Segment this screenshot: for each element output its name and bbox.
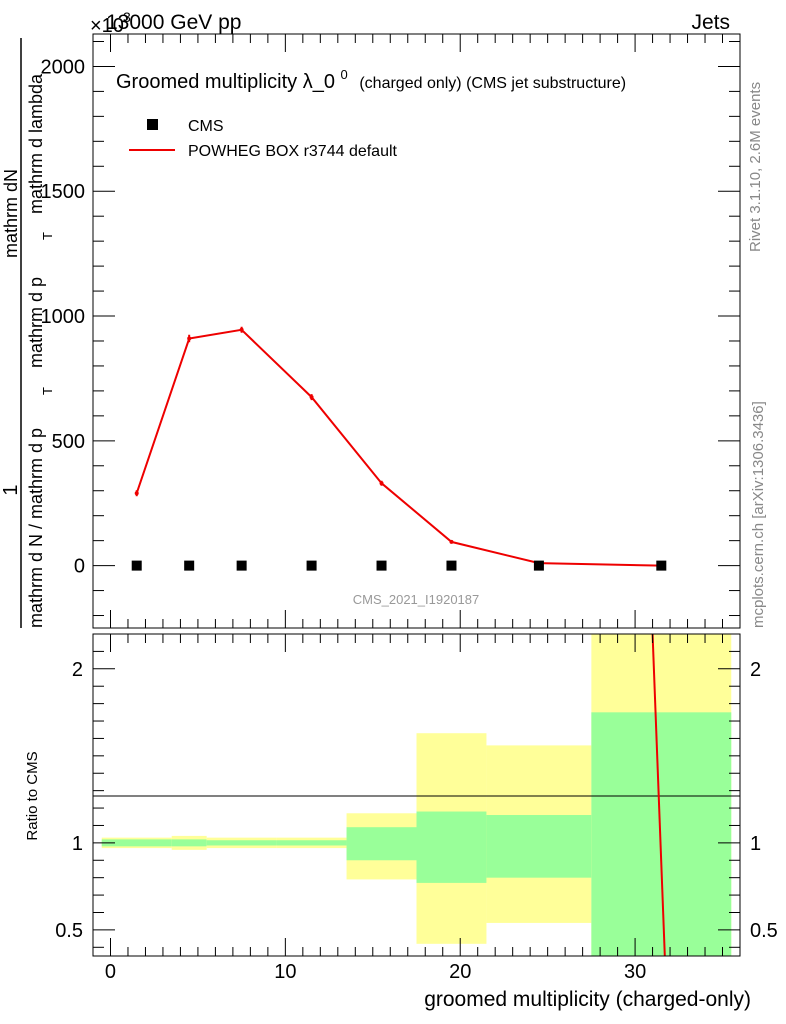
ylabel-numerator: 1 <box>0 484 22 495</box>
chart-title-suffix: (charged only) (CMS jet substructure) <box>359 75 626 92</box>
cms-data-point <box>306 560 317 571</box>
header-exponent-power: 3 <box>123 9 131 25</box>
ratio-panel: 0.5 0.51 12 20 10 20 30 <box>55 633 778 983</box>
ratio-ytick-label: 0.5 <box>55 920 83 942</box>
chart-title-symbol: λ_0 <box>303 71 335 93</box>
legend-cms-label: CMS <box>188 118 224 135</box>
ratio-band-1sigma <box>276 840 347 846</box>
ylabel-denominator: mathrm d N / mathrm d p <box>26 428 46 628</box>
main-panel-axes: 0 500 1000 1500 2000 <box>41 34 740 628</box>
ratio-band-1sigma <box>171 839 207 847</box>
ylabel-inner-denominator: mathrm d p <box>26 277 46 368</box>
powheg-point <box>309 395 314 400</box>
legend-cms-marker <box>147 119 158 130</box>
ratio-ytick-label: 1 <box>72 833 83 855</box>
x-axis-label: groomed multiplicity (charged-only) <box>424 988 751 1011</box>
ratio-panel-frame <box>92 633 741 957</box>
cms-data-point <box>131 560 142 571</box>
header-exponent: ×10 <box>90 15 124 37</box>
main-ytick-label: 1000 <box>41 306 86 328</box>
ratio-band-1sigma <box>486 815 592 878</box>
ratio-band-1sigma <box>346 827 417 861</box>
ratio-ytick-label-right: 2 <box>750 659 761 681</box>
powheg-point <box>449 539 454 544</box>
main-y-label: 1 mathrm d N / mathrm d p T mathrm dN ma… <box>0 38 55 628</box>
powheg-point <box>379 481 384 486</box>
ratio-bands <box>101 634 732 956</box>
ratio-band-1sigma <box>206 840 277 846</box>
cms-data-point <box>376 560 387 571</box>
main-panel-frame <box>92 33 741 629</box>
analysis-watermark: CMS_2021_I1920187 <box>353 592 480 607</box>
x-tick-label: 0 <box>105 961 116 983</box>
ratio-panel-axes: 0.5 0.51 12 20 10 20 30 <box>55 634 778 983</box>
cms-data-point <box>236 560 247 571</box>
main-ytick-label: 1500 <box>41 181 86 203</box>
ylabel-inner-numerator: mathrm dN <box>1 169 21 258</box>
powheg-ratio-line <box>651 633 666 957</box>
main-ytick-label: 0 <box>74 556 85 578</box>
header-left: 13000 GeV pp <box>106 11 241 34</box>
ratio-ytick-label: 2 <box>72 659 83 681</box>
rivet-version-label: Rivet 3.1.10, 2.6M events <box>747 82 764 252</box>
chart-title: Groomed multiplicity λ_0 0 (charged only… <box>116 62 626 93</box>
ratio-band-1sigma <box>101 839 172 847</box>
ylabel-tail: mathrm d lambda <box>26 73 46 214</box>
mcplots-label: mcplots.cern.ch [arXiv:1306.3436] <box>750 401 767 628</box>
main-panel: 0 500 1000 1500 2000 Groomed multiplicity λ_… <box>41 33 741 629</box>
ratio-ytick-label-right: 0.5 <box>750 920 778 942</box>
ratio-ytick-label-right: 1 <box>750 833 761 855</box>
ratio-marks <box>651 633 666 957</box>
main-ytick-label: 500 <box>52 431 85 453</box>
ylabel-inner-sub: T <box>40 232 55 240</box>
powheg-point <box>239 327 244 332</box>
main-ytick-label: 2000 <box>41 56 86 78</box>
cms-data-point <box>184 560 195 571</box>
main-panel-marks <box>131 326 667 571</box>
x-tick-label: 30 <box>624 961 646 983</box>
cms-data-point <box>533 560 544 571</box>
ylabel-denominator-sub: T <box>40 387 55 395</box>
ratio-band-1sigma <box>416 811 487 883</box>
powheg-point <box>187 336 192 341</box>
cms-data-point <box>446 560 457 571</box>
ratio-y-label: Ratio to CMS <box>24 751 41 840</box>
chart-title-sup: 0 <box>341 67 348 82</box>
x-tick-label: 10 <box>274 961 296 983</box>
legend-powheg-label: POWHEG BOX r3744 default <box>188 143 398 160</box>
chart-title-main: Groomed multiplicity <box>116 71 297 93</box>
x-tick-label: 20 <box>449 961 471 983</box>
header-right: Jets <box>691 11 730 34</box>
powheg-point <box>134 491 139 496</box>
cms-data-point <box>656 560 667 571</box>
ratio-band-1sigma <box>591 712 732 956</box>
powheg-line <box>135 328 662 567</box>
